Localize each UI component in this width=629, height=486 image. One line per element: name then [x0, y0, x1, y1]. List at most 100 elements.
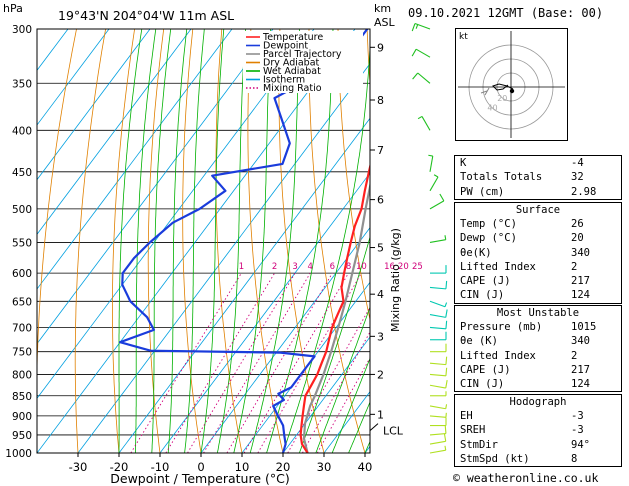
surface-label: θe(K): [460, 246, 492, 259]
asl-label: ASL: [374, 16, 396, 29]
wind-barb: [428, 154, 434, 172]
hodograph_table-label: SREH: [460, 424, 486, 437]
lcl-label: LCL: [383, 425, 404, 438]
pressure-tick-label: 550: [12, 237, 32, 249]
wind-barb: [430, 265, 447, 274]
pressure-tick-label: 850: [12, 391, 32, 403]
most_unstable-value: 124: [571, 378, 590, 391]
hodograph_table-label: StmSpd (kt): [460, 452, 530, 465]
hodograph_table-row: StmSpd (kt) 8: [455, 452, 621, 466]
legend-label: Dry Adiabat: [263, 58, 320, 69]
km-tick-label: 5: [377, 242, 384, 255]
hodograph_table-label: StmDir: [460, 438, 498, 451]
x-tick-label: 0: [197, 460, 204, 474]
hodograph_table-value: -3: [571, 424, 584, 437]
isotherm-line: [159, 172, 370, 453]
hodograph-storm-marks: [480, 87, 490, 96]
location-title: 19°43'N 204°04'W 11m ASL: [58, 8, 234, 23]
mixing-ratio-line: [226, 272, 333, 453]
wind-barb: [429, 280, 448, 290]
wind-barb: [429, 235, 447, 244]
mixing-ratio-line: [165, 272, 275, 453]
wind-barb: [430, 417, 447, 427]
wet-adiabat-line: [217, 29, 247, 453]
km-tick-label: 4: [377, 288, 384, 301]
hodograph_table-label: EH: [460, 410, 473, 422]
hodograph-title: kt: [459, 32, 468, 42]
wet-adiabat-line: [200, 29, 225, 453]
dry-adiabat-line: [182, 29, 202, 453]
mixing-ratio-label: 10: [356, 262, 367, 272]
km-tick-label: 1: [377, 408, 384, 421]
credit-text: © weatheronline.co.uk: [453, 471, 599, 485]
hodograph-storm-motion: [509, 88, 515, 94]
wind-barb: [430, 391, 447, 397]
mixing-ratio-label: 3: [292, 262, 297, 272]
plot-frame: [36, 28, 371, 454]
most_unstable-row: CAPE (J) 217: [455, 363, 621, 377]
mixing-ratio-label: 25: [412, 262, 423, 272]
surface-label: Dewp (°C): [460, 232, 517, 245]
wind-barb: [429, 309, 448, 318]
temperature-line: [299, 162, 370, 453]
wet-adiabat-line: [233, 29, 272, 453]
legend-label: Isotherm: [263, 75, 305, 86]
pressure-tick-label: 650: [12, 296, 32, 308]
x-axis-label: Dewpoint / Temperature (°C): [110, 471, 289, 486]
indices-table: K -4 Totals Totals 32 PW (cm) 2.98: [454, 155, 622, 200]
wind-barb: [417, 115, 431, 131]
pressure-tick-label: 750: [12, 347, 32, 359]
hodograph-table-title: Hodograph: [509, 396, 567, 408]
indices-row: K -4: [455, 156, 621, 170]
isotherm-line: [37, 29, 69, 71]
wind-barb: [429, 320, 448, 330]
wet-adiabat-line: [249, 29, 300, 453]
surface-label: Lifted Index: [460, 260, 536, 273]
x-tick-label: -10: [151, 460, 170, 474]
wet-adiabat-line: [299, 235, 370, 453]
x-tick-label: 10: [235, 460, 250, 474]
wind-barb: [429, 367, 448, 377]
wind-barb: [412, 72, 431, 84]
km-tick-label: 7: [377, 144, 384, 157]
pressure-tick-label: 450: [12, 167, 32, 179]
pressure-tick-label: 300: [12, 24, 32, 36]
isotherm-line: [37, 29, 356, 453]
wet-adiabat-line: [118, 29, 143, 453]
pressure-tick-label: 700: [12, 322, 32, 334]
dry-adiabat-line: [74, 29, 106, 453]
x-tick-label: 30: [317, 460, 332, 474]
most-unstable-table: Most Unstable Pressure (mb) 1015 θe (K) 340…: [454, 305, 622, 393]
wind-barb: [429, 193, 445, 210]
hodograph_table-row: SREH -3: [455, 423, 621, 437]
mixing-ratio-axis-label: Mixing Ratio (g/kg): [389, 228, 402, 332]
most_unstable-row: CIN (J) 124: [455, 377, 621, 391]
x-tick-label: 40: [358, 460, 373, 474]
wet-adiabat-line: [266, 29, 334, 453]
pressure-tick-label: 500: [12, 204, 32, 216]
pressure-tick-label: 1000: [5, 448, 32, 460]
most_unstable-row: Pressure (mb) 1015: [455, 320, 621, 334]
surface-title: Surface: [515, 204, 561, 216]
indices-value: 32: [571, 171, 584, 184]
mixing-ratio-label: 16: [384, 262, 395, 272]
mixing-ratio-line: [203, 272, 311, 453]
legend-label: Parcel Trajectory: [263, 49, 342, 60]
wet-adiabat-line: [315, 306, 370, 453]
isotherm-line: [282, 336, 370, 453]
x-tick-label: -30: [69, 460, 88, 474]
hpa-label: hPa: [3, 2, 23, 15]
datetime-title: 09.10.2021 12GMT (Base: 00): [408, 6, 604, 20]
surface-label: CIN (J): [460, 289, 505, 302]
wind-barb: [430, 343, 447, 353]
wet-adiabat-line: [151, 29, 172, 453]
isotherm-line: [37, 29, 192, 235]
surface-value: 26: [571, 218, 584, 230]
wet-adiabat-line: [282, 42, 370, 453]
lcl-tick-mark: [369, 423, 379, 432]
indices-row: Totals Totals 32: [455, 170, 621, 184]
surface-row: Temp (°C) 26: [455, 217, 621, 231]
mixing-ratio-line: [287, 306, 370, 453]
pressure-tick-label: 400: [12, 125, 32, 137]
dry-adiabat-line: [147, 29, 165, 453]
